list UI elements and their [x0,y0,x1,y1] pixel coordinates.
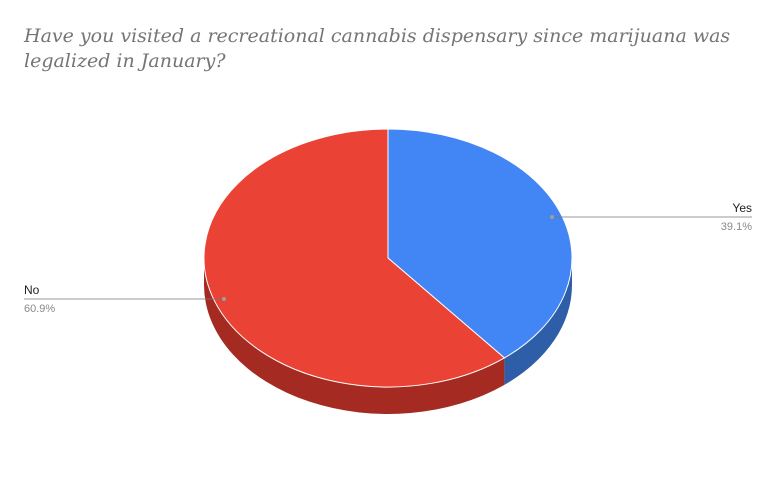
pie-tops [203,128,573,388]
pie-side-no [204,258,505,414]
pie-slice-no[interactable] [203,128,506,388]
slice-name-yes: Yes [732,201,752,215]
slice-label-yes: Yes 39.1% [550,201,752,233]
slice-label-no: No 60.9% [24,283,226,315]
pie-sides [204,258,572,414]
chart-title: Have you visited a recreational cannabis… [24,25,731,72]
slice-percent-yes: 39.1% [721,221,752,233]
leader-dot-no [222,297,226,301]
slice-percent-no: 60.9% [24,303,55,315]
leader-dot-yes [550,215,554,219]
slice-name-no: No [24,283,40,297]
pie-side-yes [504,258,572,385]
slice-labels: Yes 39.1% No 60.9% [24,201,752,315]
pie-slice-yes[interactable] [387,128,573,359]
